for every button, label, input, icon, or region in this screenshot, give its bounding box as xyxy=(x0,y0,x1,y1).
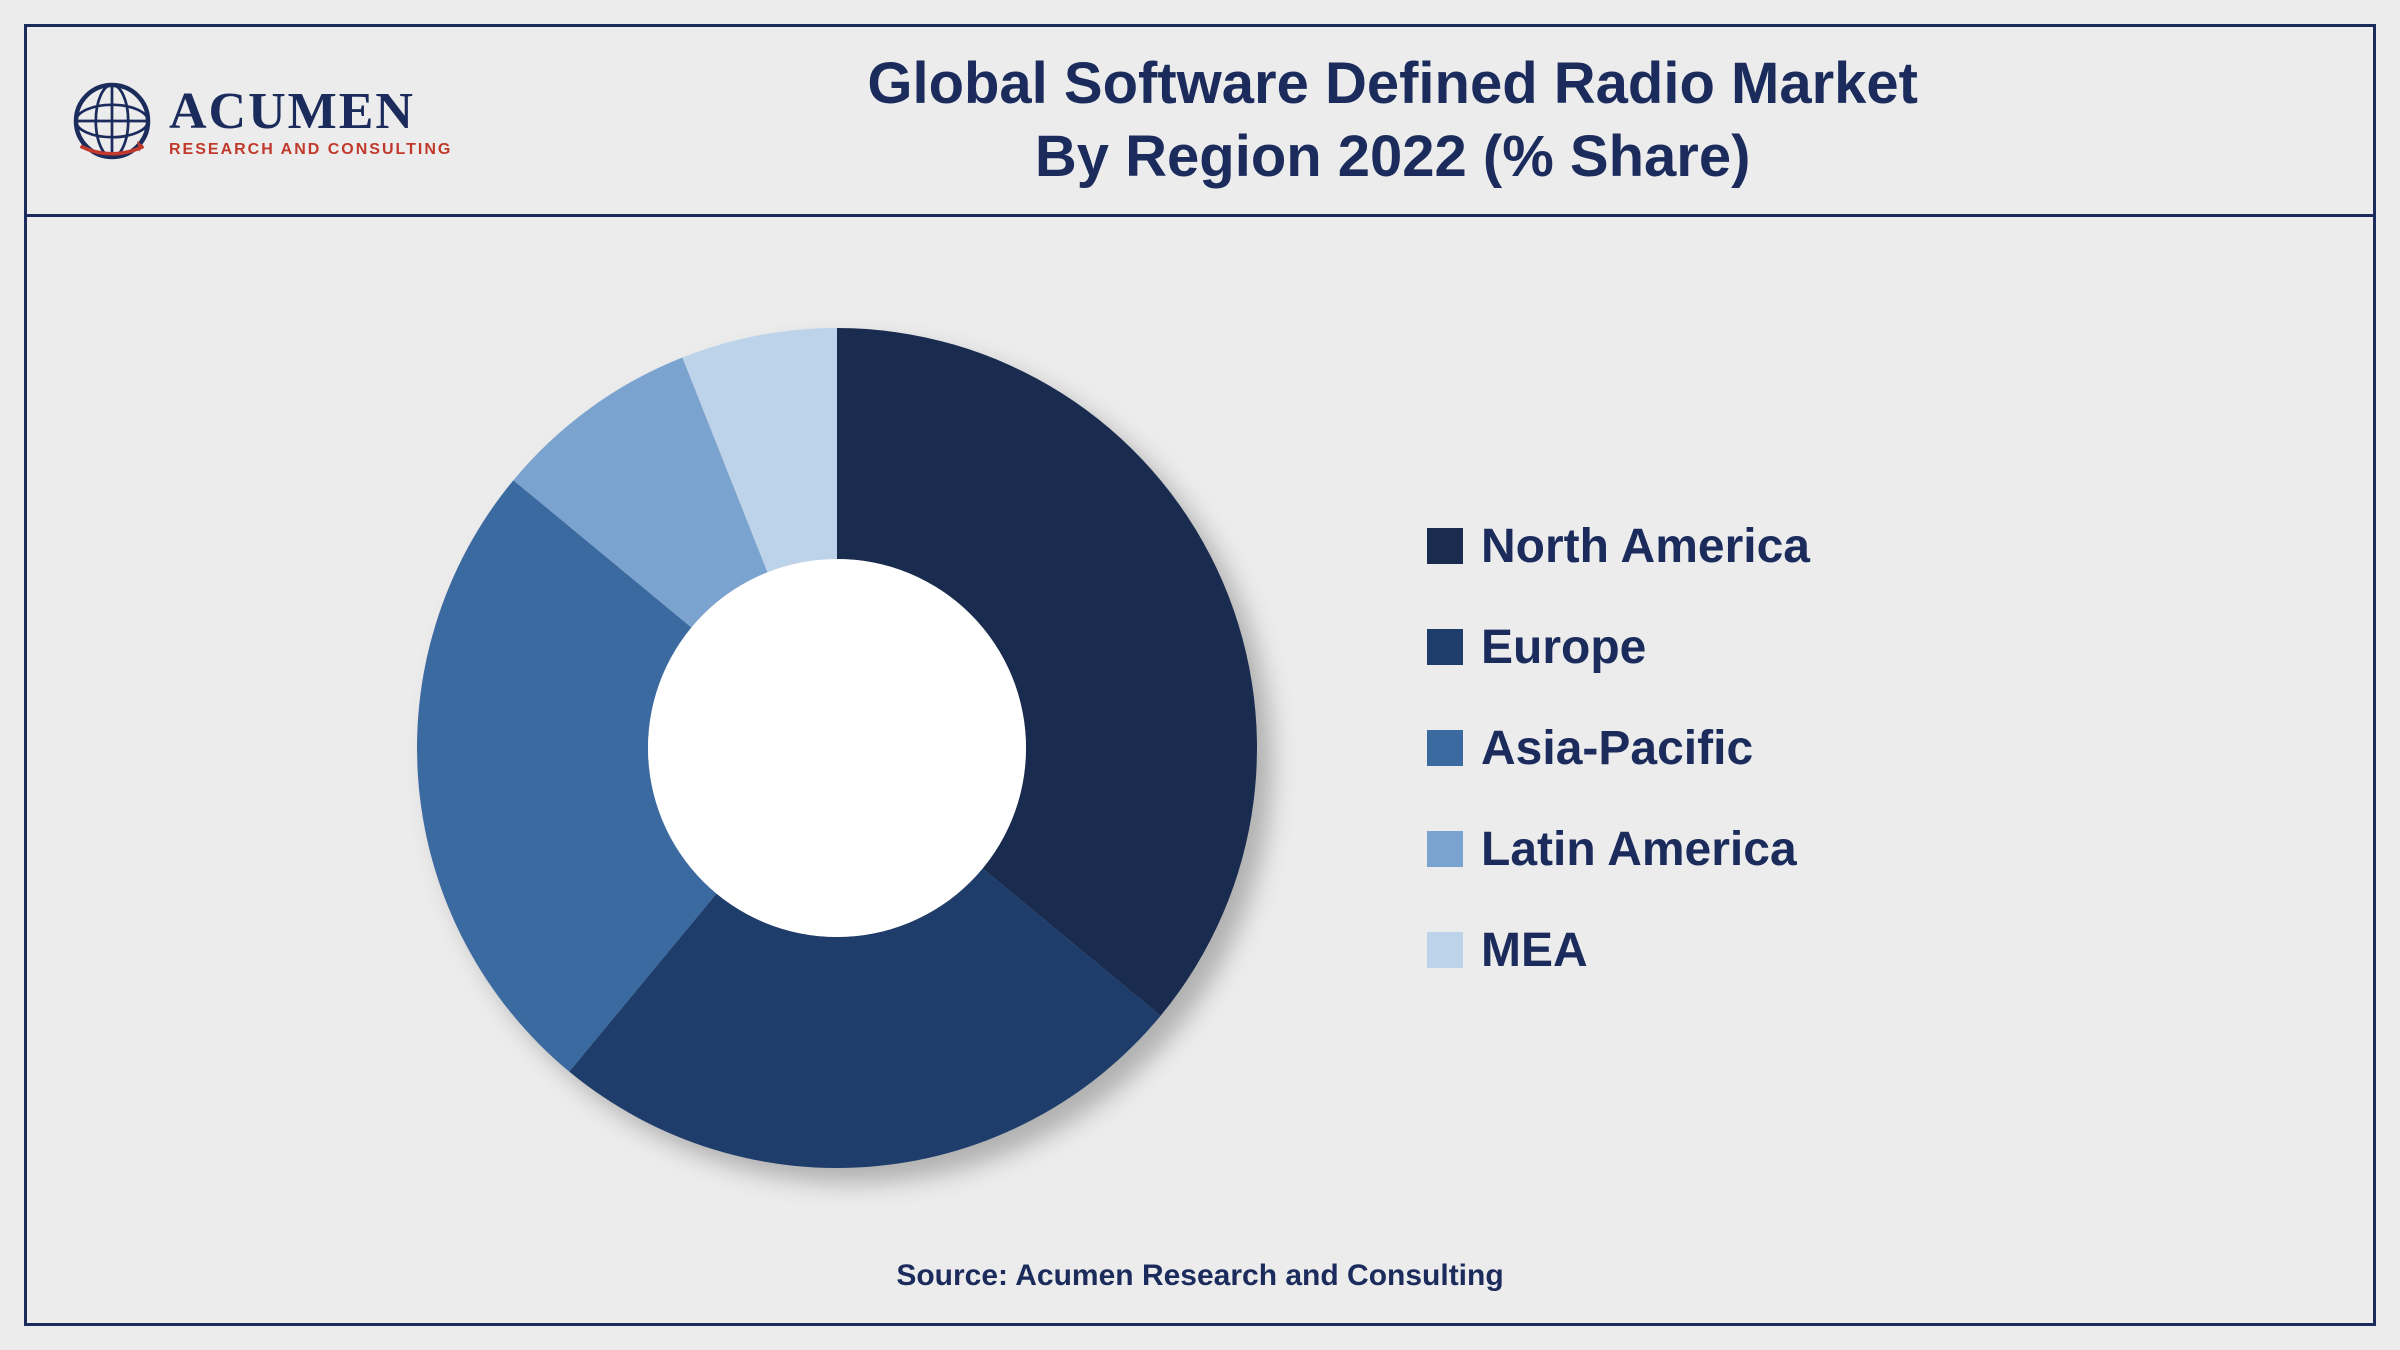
legend-item-europe: Europe xyxy=(1427,620,1810,675)
legend-item-asia-pacific: Asia-Pacific xyxy=(1427,721,1810,776)
logo: ACUMEN RESEARCH AND CONSULTING xyxy=(67,76,452,166)
globe-icon xyxy=(67,76,157,166)
donut-hole xyxy=(648,559,1026,937)
title-line-2: By Region 2022 (% Share) xyxy=(452,121,2333,194)
logo-sub: RESEARCH AND CONSULTING xyxy=(169,141,452,159)
legend-item-north-america: North America xyxy=(1427,519,1810,574)
legend: North America Europe Asia-Pacific Latin Ame… xyxy=(1427,519,1810,978)
legend-item-mea: MEA xyxy=(1427,923,1810,978)
legend-label: Europe xyxy=(1481,620,1646,675)
legend-swatch xyxy=(1427,932,1463,968)
source-footer: Source: Acumen Research and Consulting xyxy=(27,1259,2373,1323)
legend-label: MEA xyxy=(1481,923,1588,978)
legend-label: North America xyxy=(1481,519,1810,574)
title-block: Global Software Defined Radio Market By … xyxy=(452,48,2333,193)
legend-swatch xyxy=(1427,629,1463,665)
chart-body: North America Europe Asia-Pacific Latin Ame… xyxy=(27,217,2373,1259)
legend-label: Asia-Pacific xyxy=(1481,721,1753,776)
logo-text: ACUMEN RESEARCH AND CONSULTING xyxy=(169,82,452,159)
logo-main: ACUMEN xyxy=(169,82,452,141)
legend-item-latin-america: Latin America xyxy=(1427,822,1810,877)
header: ACUMEN RESEARCH AND CONSULTING Global So… xyxy=(27,27,2373,217)
legend-swatch xyxy=(1427,730,1463,766)
card: ACUMEN RESEARCH AND CONSULTING Global So… xyxy=(24,24,2376,1326)
legend-swatch xyxy=(1427,831,1463,867)
donut-svg xyxy=(387,298,1287,1198)
legend-swatch xyxy=(1427,528,1463,564)
legend-label: Latin America xyxy=(1481,822,1797,877)
title-line-1: Global Software Defined Radio Market xyxy=(452,48,2333,121)
donut-chart xyxy=(387,298,1287,1198)
